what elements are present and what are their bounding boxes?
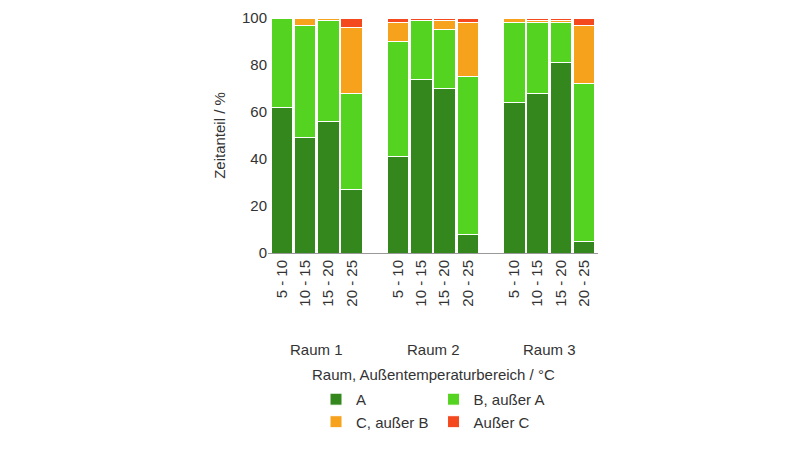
svg-text:5 - 10: 5 - 10: [505, 260, 522, 298]
svg-text:10 - 15: 10 - 15: [528, 260, 545, 307]
svg-text:20 - 25: 20 - 25: [459, 260, 476, 307]
svg-text:Raum 3: Raum 3: [523, 341, 576, 358]
svg-text:20: 20: [250, 197, 267, 214]
svg-text:15 - 20: 15 - 20: [319, 260, 336, 307]
svg-text:Raum 2: Raum 2: [407, 341, 460, 358]
svg-text:5 - 10: 5 - 10: [389, 260, 406, 298]
svg-text:Außer C: Außer C: [474, 414, 530, 431]
svg-text:80: 80: [250, 56, 267, 73]
svg-text:Raum, Außentemperaturbereich /: Raum, Außentemperaturbereich / °C: [312, 366, 555, 383]
svg-text:Raum 1: Raum 1: [290, 341, 343, 358]
svg-text:15 - 20: 15 - 20: [435, 260, 452, 307]
svg-text:20 - 25: 20 - 25: [343, 260, 360, 307]
svg-text:60: 60: [250, 103, 267, 120]
svg-text:Zeitanteil / %: Zeitanteil / %: [211, 92, 228, 179]
svg-text:10 - 15: 10 - 15: [412, 260, 429, 307]
svg-text:A: A: [356, 391, 366, 408]
svg-text:10 - 15: 10 - 15: [296, 260, 313, 307]
svg-text:40: 40: [250, 150, 267, 167]
svg-text:20 - 25: 20 - 25: [575, 260, 592, 307]
svg-text:15 - 20: 15 - 20: [552, 260, 569, 307]
svg-text:C, außer B: C, außer B: [356, 414, 429, 431]
svg-text:0: 0: [259, 244, 267, 261]
svg-text:5 - 10: 5 - 10: [273, 260, 290, 298]
svg-text:100: 100: [242, 9, 267, 26]
svg-text:B, außer A: B, außer A: [474, 391, 545, 408]
